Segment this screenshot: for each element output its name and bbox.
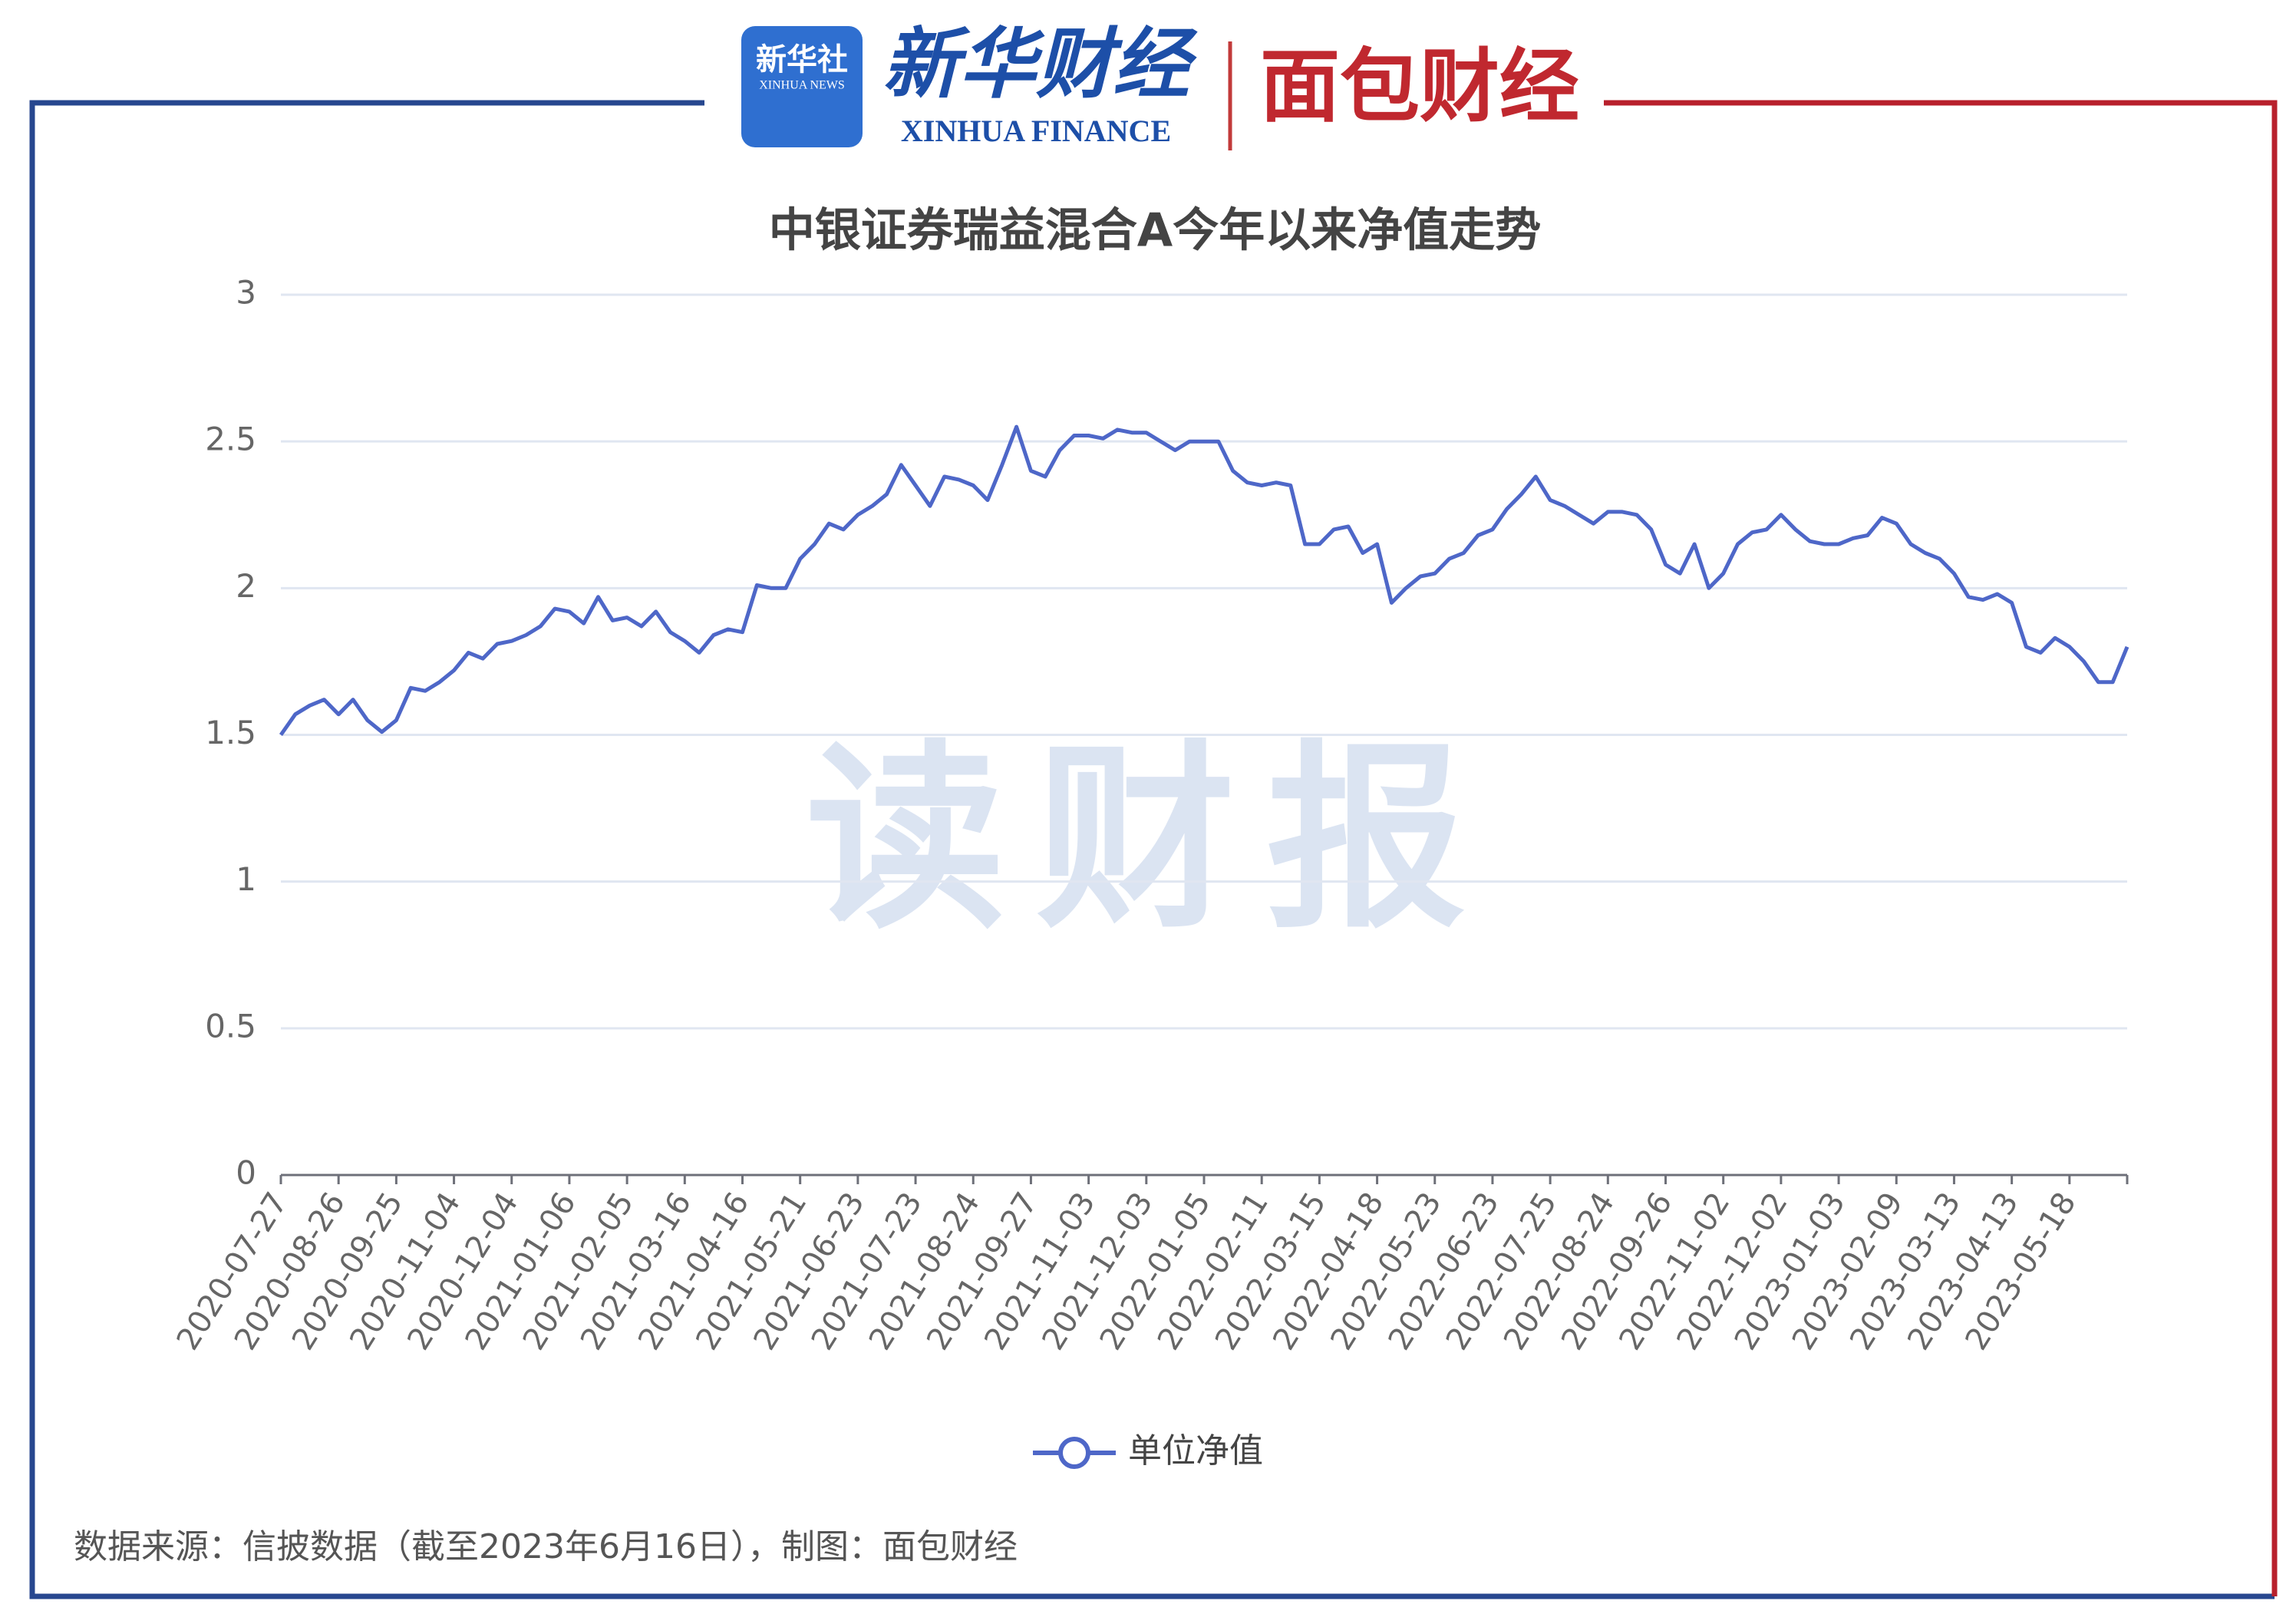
legend-marker bbox=[1058, 1437, 1090, 1469]
y-tick-label: 2 bbox=[236, 567, 256, 605]
y-tick-label: 1.5 bbox=[205, 714, 256, 751]
source-note: 数据来源：信披数据（截至2023年6月16日），制图：面包财经 bbox=[74, 1527, 1018, 1566]
data-line bbox=[279, 424, 2129, 736]
logo-text: 新华社 bbox=[756, 42, 848, 78]
watermark: 读财报 bbox=[806, 724, 1496, 956]
frame-red bbox=[1604, 100, 2278, 1596]
frame-blue bbox=[29, 100, 2275, 1599]
y-tick-label: 2.5 bbox=[205, 421, 256, 458]
y-tick-label: 0 bbox=[236, 1154, 256, 1192]
y-tick-label: 0.5 bbox=[205, 1007, 256, 1045]
logo-subtext: XINHUA FINANCE bbox=[901, 114, 1171, 148]
logo-text: 新华财经 bbox=[882, 18, 1198, 109]
y-tick-label: 3 bbox=[236, 274, 256, 312]
logo-subtext: XINHUA NEWS bbox=[759, 79, 845, 92]
xinhua-logo-box bbox=[741, 26, 863, 147]
legend-label: 单位净值 bbox=[1128, 1431, 1263, 1471]
logo-text: 面包财经 bbox=[1260, 39, 1579, 133]
chart-title: 中银证券瑞益混合A今年以来净值走势 bbox=[769, 204, 1541, 258]
y-tick-label: 1 bbox=[236, 860, 256, 898]
